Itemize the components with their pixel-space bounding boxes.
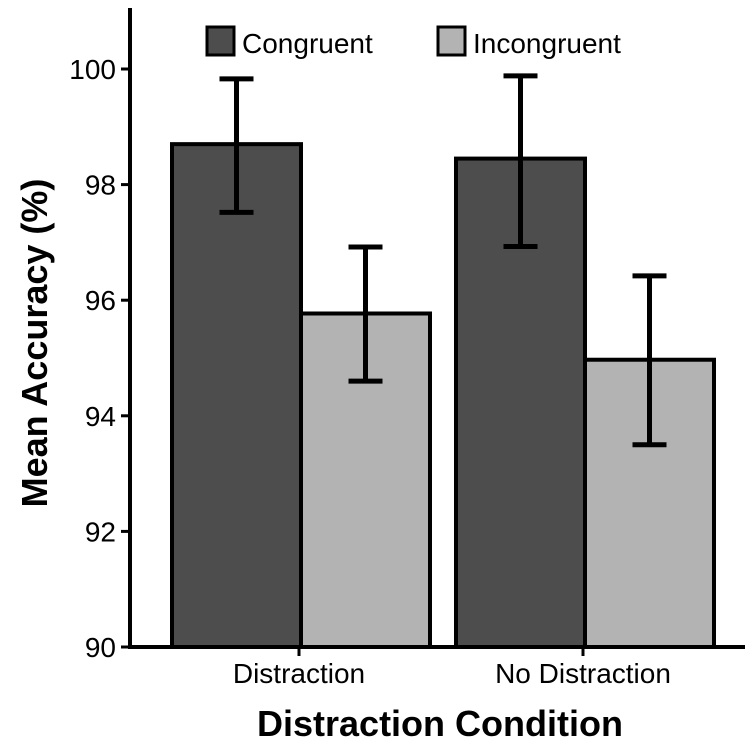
x-tick-label-no-distraction: No Distraction [495,658,671,689]
legend-swatch-congruent [205,25,236,57]
y-tick-label-92: 92 [85,516,116,547]
y-tick-label-96: 96 [85,285,116,316]
y-axis-title: Mean Accuracy (%) [14,179,55,508]
legend-swatch-incongruent [436,25,467,57]
bar-congruent-distraction [170,142,303,649]
x-axis-title: Distraction Condition [257,703,623,744]
error-bar-congruent-no-distraction [503,73,538,249]
error-bar-congruent-distraction [219,76,254,215]
y-tick-label-100: 100 [69,54,116,85]
legend-label-congruent: Congruent [242,28,373,59]
y-tick-label-90: 90 [85,632,116,663]
x-tick-label-distraction: Distraction [233,658,365,689]
error-bars-layer [219,73,667,448]
legend-item-incongruent: Incongruent [436,25,621,59]
y-tick-label-98: 98 [85,170,116,201]
error-bar-incongruent-distraction [348,244,383,384]
error-bar-incongruent-no-distraction [632,273,667,448]
legend: Congruent Incongruent [205,25,621,59]
y-tick-label-94: 94 [85,401,116,432]
legend-item-congruent: Congruent [205,25,373,59]
legend-label-incongruent: Incongruent [473,28,621,59]
bars-layer [170,142,716,649]
axes-layer: 90 92 94 96 98 100 Distraction No Distraction [69,8,745,689]
